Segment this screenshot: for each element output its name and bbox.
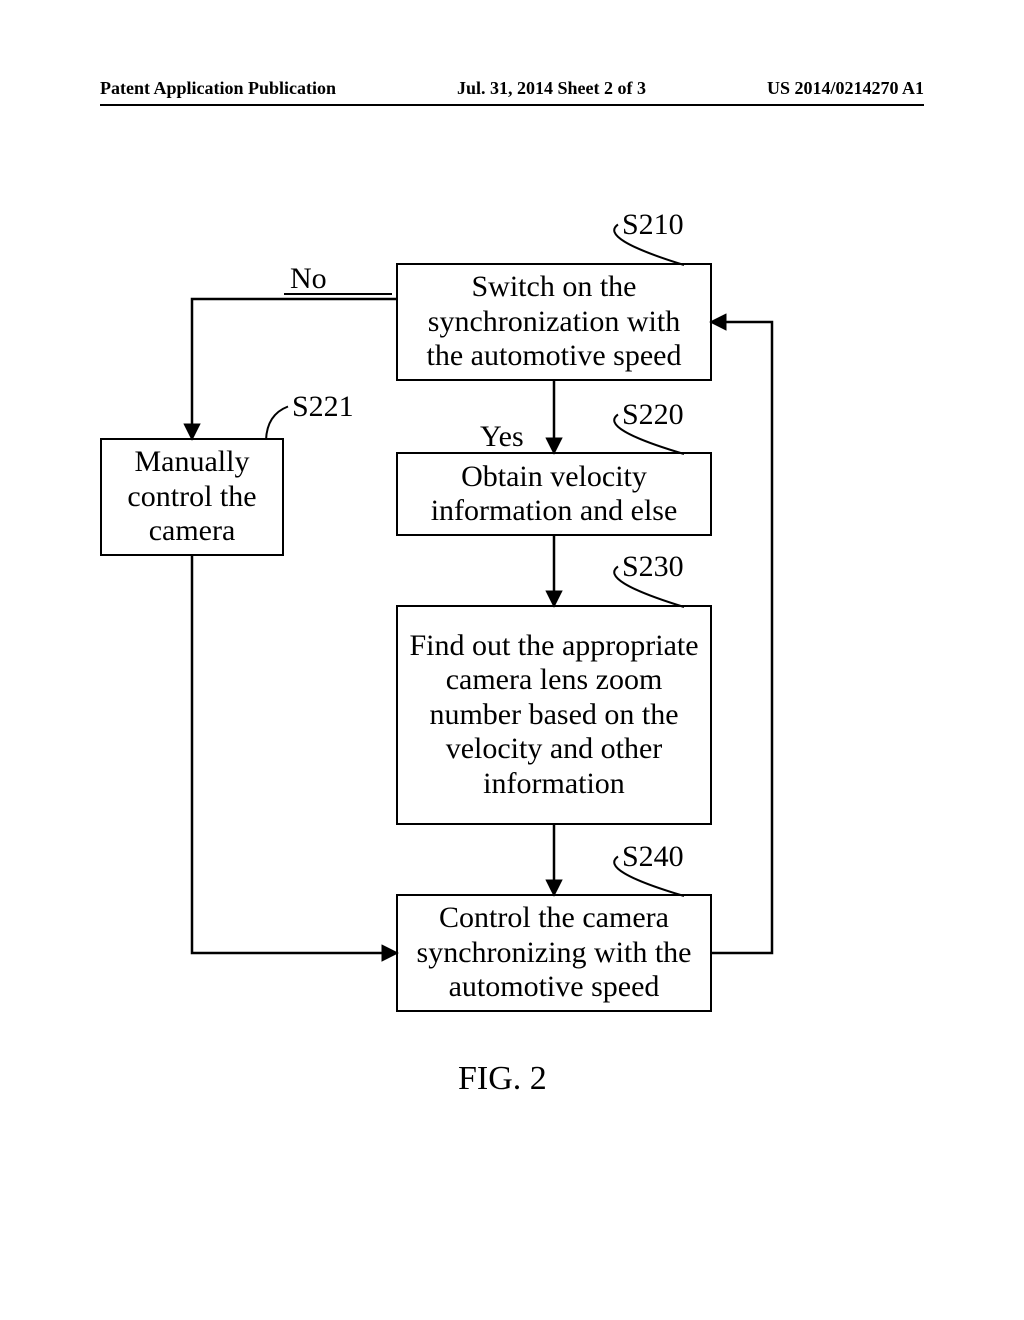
flow-node-s220: Obtain velocity information and else [396,452,712,536]
flow-node-s230: Find out the appropriate camera lens zoo… [396,605,712,825]
edge-label-no: No [290,262,327,296]
node-text: Switch on the synchronization with the a… [408,270,700,374]
header-center: Jul. 31, 2014 Sheet 2 of 3 [457,78,646,99]
flow-node-s221: Manually control the camera [100,438,284,556]
ref-label-s221: S221 [292,390,354,424]
ref-label-s240: S240 [622,840,684,874]
ref-label-s220: S220 [622,398,684,432]
ref-label-s210: S210 [622,208,684,242]
page-root: Patent Application Publication Jul. 31, … [0,0,1024,1320]
header-left: Patent Application Publication [100,78,336,99]
node-text: Control the camera synchronizing with th… [408,901,700,1005]
node-text: Obtain velocity information and else [408,460,700,529]
figure-caption: FIG. 2 [458,1060,547,1098]
header-right: US 2014/0214270 A1 [767,78,924,99]
edge-label-yes: Yes [480,420,524,454]
page-header: Patent Application Publication Jul. 31, … [100,78,924,99]
flow-node-s210: Switch on the synchronization with the a… [396,263,712,381]
header-rule [100,104,924,106]
ref-label-s230: S230 [622,550,684,584]
flow-node-s240: Control the camera synchronizing with th… [396,894,712,1012]
node-text: Find out the appropriate camera lens zoo… [408,629,700,802]
node-text: Manually control the camera [112,445,272,549]
